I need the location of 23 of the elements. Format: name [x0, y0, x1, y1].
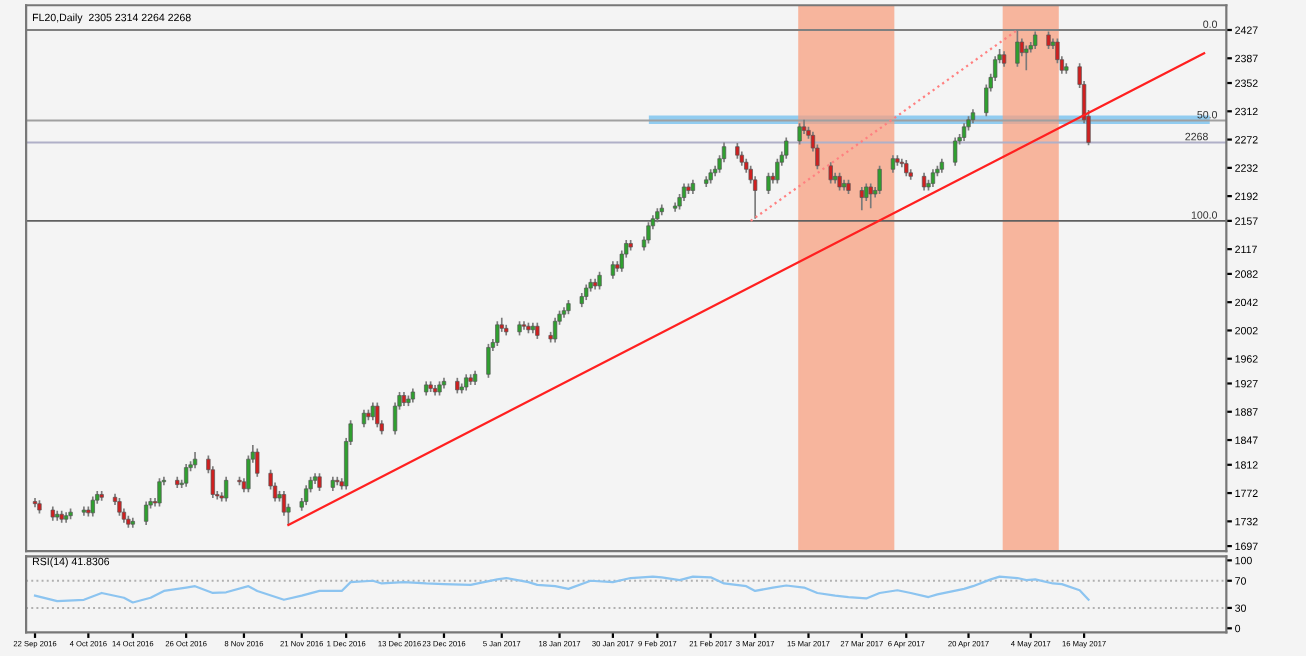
- candlestick: [224, 475, 229, 503]
- candlestick: [304, 484, 309, 506]
- candlestick: [281, 490, 287, 517]
- candlestick: [486, 343, 491, 379]
- candlestick: [953, 136, 958, 167]
- candlestick: [797, 122, 802, 146]
- candlestick: [495, 320, 500, 347]
- line-series: [33, 575, 1090, 604]
- candlestick: [144, 500, 149, 526]
- candlestick: [859, 186, 864, 212]
- candlestick: [375, 401, 380, 429]
- candlestick: [255, 447, 260, 478]
- candlestick: [1024, 44, 1029, 72]
- candlestick: [552, 316, 558, 344]
- candlestick: [828, 161, 833, 185]
- candlestick: [775, 157, 780, 185]
- candlestick: [157, 477, 162, 508]
- candlestick: [784, 136, 789, 160]
- candlestick: [868, 182, 873, 209]
- candlestick: [184, 463, 189, 488]
- candlestick: [877, 164, 882, 195]
- candlestick: [90, 495, 95, 518]
- candlestick: [766, 171, 771, 195]
